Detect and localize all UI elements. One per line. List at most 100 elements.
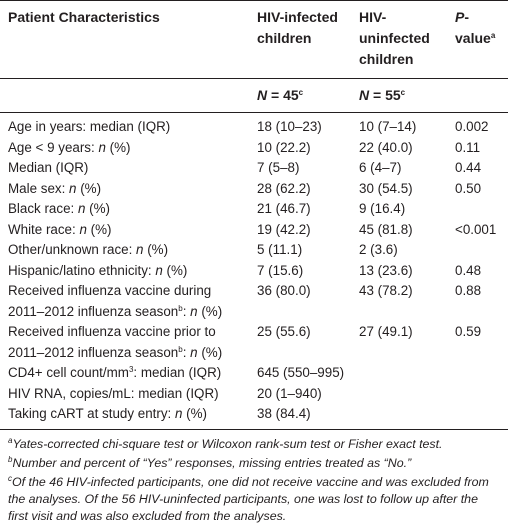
footnote-mark: a xyxy=(490,31,496,40)
header-cell: N = 45c xyxy=(247,78,353,113)
text: N xyxy=(257,87,268,103)
hiv-uninfected-value: 22 (40.0) xyxy=(359,139,413,155)
text: CD4+ cell count/mm xyxy=(8,365,129,380)
text: n xyxy=(136,242,144,257)
table-row: Age < 9 years: n (%) 10 (22.2) 22 (40.0) 0.… xyxy=(0,138,508,159)
text: n xyxy=(69,180,77,196)
hiv-infected-value: 7 (5–8) xyxy=(257,160,300,175)
footnote-mark: c xyxy=(8,473,12,483)
row-label: Received influenza vaccine prior to 2011–… xyxy=(0,322,247,363)
text: : xyxy=(182,344,191,360)
text: n xyxy=(77,201,86,216)
text: P xyxy=(455,9,465,25)
table-row: Received influenza vaccine prior to 2011–… xyxy=(0,322,508,363)
hiv-uninfected-value xyxy=(353,404,451,430)
text: White race: xyxy=(8,221,80,237)
hiv-infected-value: 7 (15.6) xyxy=(257,262,304,278)
text: : xyxy=(182,303,191,319)
text: n xyxy=(155,262,163,278)
header-cell xyxy=(451,78,508,113)
footnote: bNumber and percent of “Yes” responses, … xyxy=(8,455,500,472)
text: 2011–2012 influenza season xyxy=(8,344,179,360)
text: 2011–2012 influenza season xyxy=(8,303,179,319)
header-cell xyxy=(0,78,247,113)
footnote-mark: b xyxy=(178,303,183,313)
row-label: Black race: n (%) xyxy=(0,199,247,220)
text: n xyxy=(98,139,106,155)
p-value xyxy=(451,199,508,220)
footnote-mark: b xyxy=(8,454,13,464)
row-label: CD4+ cell count/mm3: median (IQR) xyxy=(0,363,247,384)
header-row: N = 45c N = 55c xyxy=(0,78,508,113)
hiv-uninfected-value: 43 (78.2) xyxy=(359,283,413,298)
hiv-uninfected-value: 10 (7–14) xyxy=(359,119,417,134)
text: n xyxy=(174,406,183,421)
table-row: Other/unknown race: n (%) 5 (11.1) 2 (3.6) xyxy=(0,240,508,261)
hiv-uninfected-value: 9 (16.4) xyxy=(359,201,406,216)
text: (%) xyxy=(76,180,102,196)
p-value: 0.002 xyxy=(455,119,489,134)
text: Taking cART at study entry: xyxy=(8,406,175,421)
text: N xyxy=(359,87,370,103)
table-row: Male sex: n (%) 28 (62.2) 30 (54.5) 0.50 xyxy=(0,179,508,200)
hiv-infected-value: 18 (10–23) xyxy=(257,119,322,134)
header-row: Patient Characteristics HIV-infected chi… xyxy=(0,0,508,79)
hiv-infected-value: 28 (62.2) xyxy=(257,180,311,196)
row-label: Male sex: n (%) xyxy=(0,179,247,200)
hiv-infected-value: 645 (550–995) xyxy=(257,365,345,380)
table-row: Age in years: median (IQR) 18 (10–23) 10 (… xyxy=(0,113,508,138)
hiv-uninfected-value xyxy=(353,363,451,384)
footnote-mark: 3 xyxy=(128,365,134,374)
text: n xyxy=(190,303,198,319)
row-label: Age < 9 years: n (%) xyxy=(0,138,247,159)
hiv-infected-value: 25 (55.6) xyxy=(257,324,311,339)
table-body: Age in years: median (IQR) 18 (10–23) 10 (… xyxy=(0,113,508,430)
hiv-infected-value: 21 (46.7) xyxy=(257,201,311,216)
hiv-uninfected-value: 45 (81.8) xyxy=(359,221,413,237)
table-row: CD4+ cell count/mm3: median (IQR) 645 (55… xyxy=(0,363,508,384)
row-label: Hispanic/latino ethnicity: n (%) xyxy=(0,261,247,282)
header-cell: HIV-infected children xyxy=(247,0,353,79)
text: (%) xyxy=(143,242,169,257)
characteristics-table: Patient Characteristics HIV-infected chi… xyxy=(0,0,508,430)
text: (%) xyxy=(162,262,188,278)
hiv-infected-value: 19 (42.2) xyxy=(257,221,311,237)
text: Age in years: median (IQR) xyxy=(8,119,171,134)
hiv-uninfected-value: 27 (49.1) xyxy=(359,324,413,339)
text: Hispanic/latino ethnicity: xyxy=(8,262,156,278)
p-value: 0.11 xyxy=(455,139,481,155)
text: Male sex: xyxy=(8,180,70,196)
row-label: Received influenza vaccine during 2011–20… xyxy=(0,281,247,322)
text: Black race: xyxy=(8,201,78,216)
footnote-mark: c xyxy=(298,88,304,97)
p-value xyxy=(451,240,508,261)
hiv-infected-value: 10 (22.2) xyxy=(257,139,311,155)
hiv-uninfected-value: 6 (4–7) xyxy=(359,160,402,175)
table-row: Received influenza vaccine during 2011–20… xyxy=(0,281,508,322)
text: (%) xyxy=(197,344,223,360)
hiv-infected-value: 5 (11.1) xyxy=(257,242,303,257)
footnote: aYates-corrected chi-square test or Wilc… xyxy=(8,436,500,453)
text: Median (IQR) xyxy=(8,160,89,175)
header-cell: HIV-uninfected children xyxy=(353,0,451,79)
hiv-infected-value: 20 (1–940) xyxy=(257,385,322,401)
row-label: Other/unknown race: n (%) xyxy=(0,240,247,261)
text: HIV RNA, copies/mL: median (IQR) xyxy=(8,385,219,401)
hiv-infected-value: 38 (84.4) xyxy=(247,404,353,430)
table-row: HIV RNA, copies/mL: median (IQR) 20 (1–94… xyxy=(0,384,508,405)
text: Other/unknown race: xyxy=(8,242,137,257)
footnote-mark: c xyxy=(400,88,406,97)
text: n xyxy=(190,344,198,360)
row-label: HIV RNA, copies/mL: median (IQR) xyxy=(0,384,247,405)
text: (%) xyxy=(85,201,110,216)
header-cell: P-valuea xyxy=(451,0,508,79)
footnote: cOf the 46 HIV-infected participants, on… xyxy=(8,474,500,525)
row-label: White race: n (%) xyxy=(0,220,247,241)
footnote-text: Of the 46 HIV-infected participants, one… xyxy=(8,474,489,523)
text: n xyxy=(79,221,87,237)
p-value: 0.50 xyxy=(455,180,482,196)
text: = 45 xyxy=(267,87,299,103)
p-value xyxy=(451,404,508,430)
footnote-text: Number and percent of “Yes” responses, m… xyxy=(12,455,412,470)
